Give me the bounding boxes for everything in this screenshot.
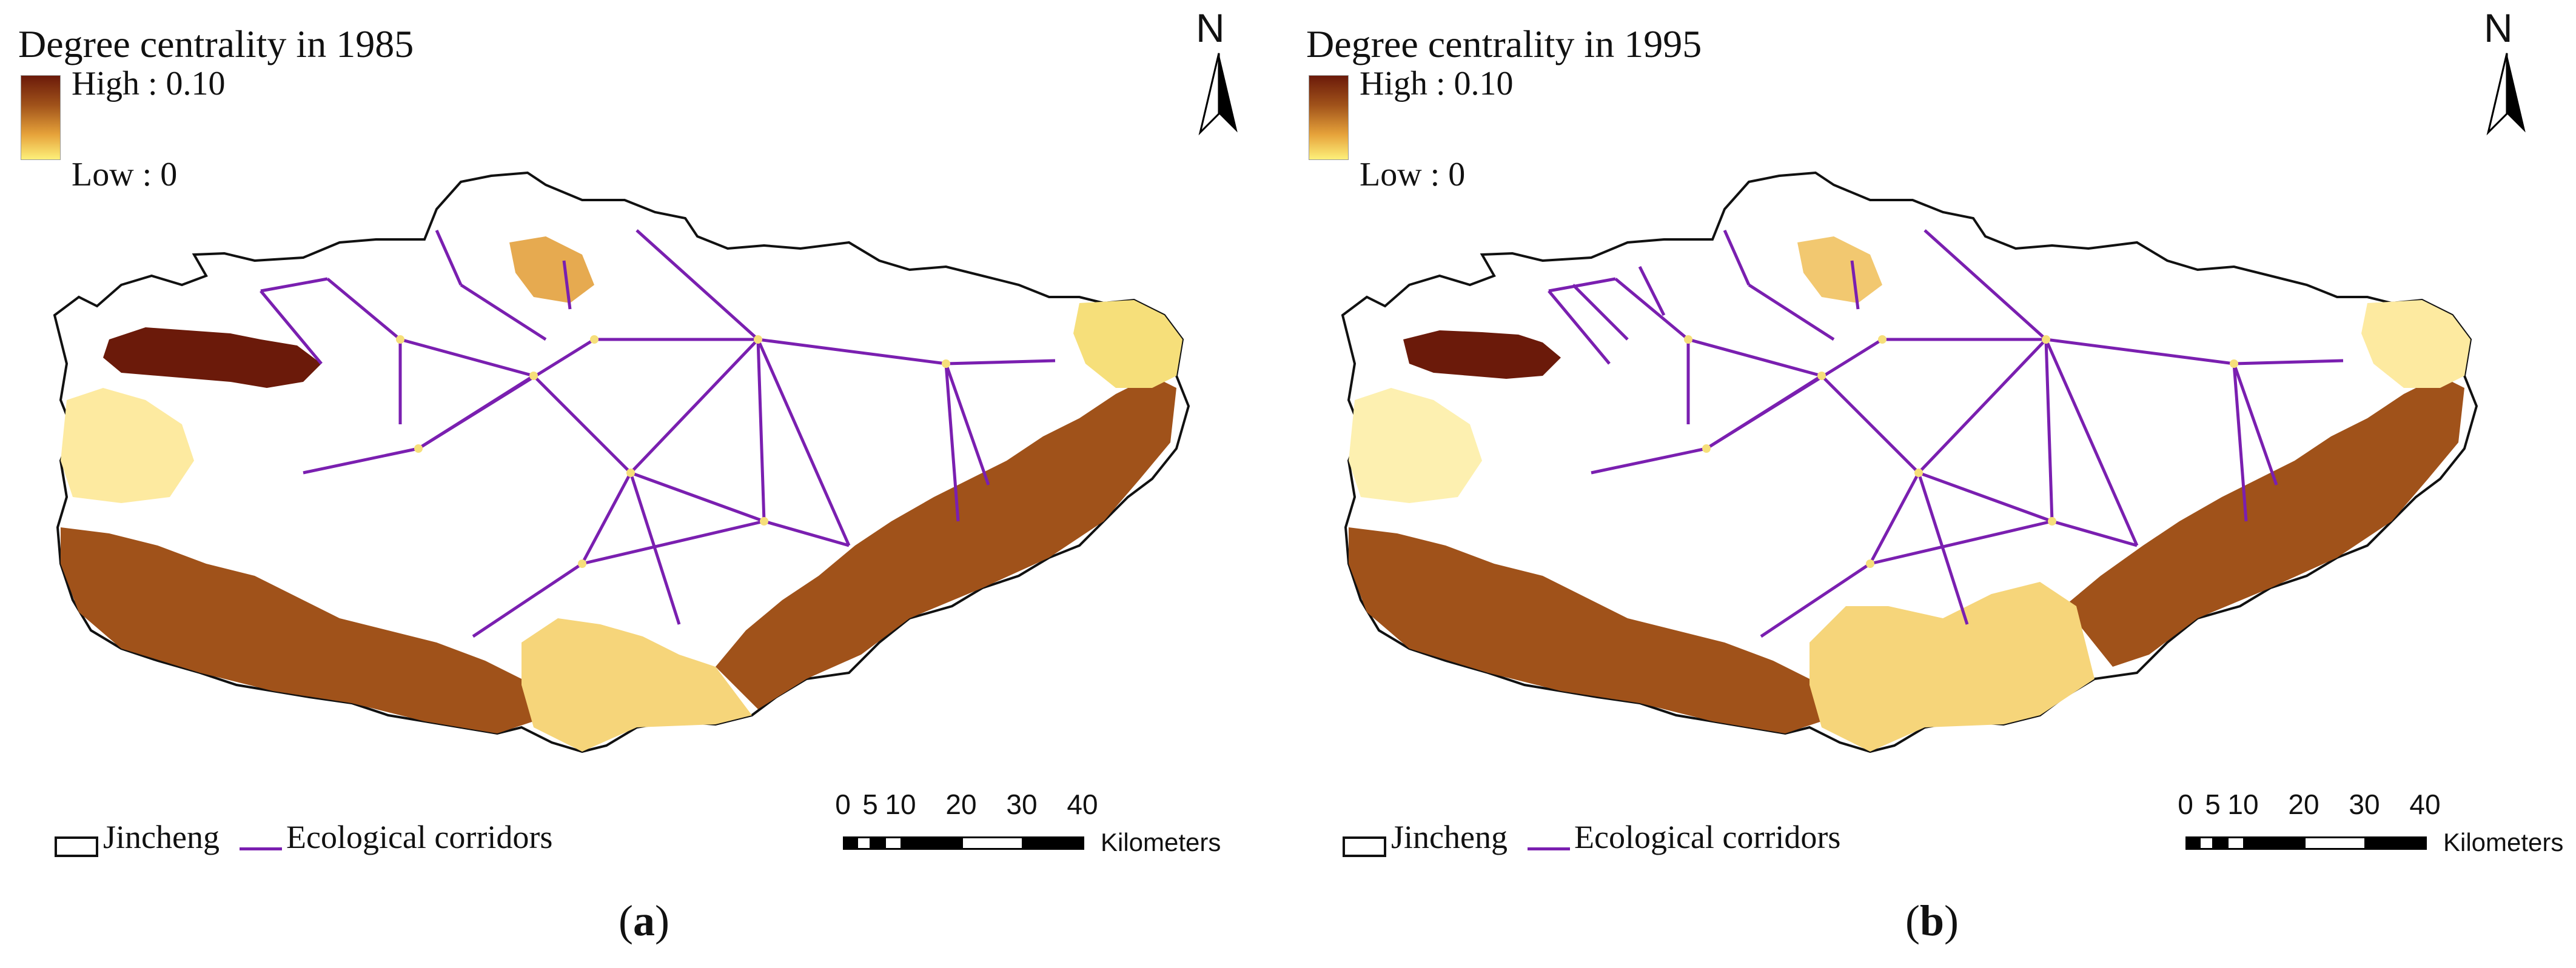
scale-segment — [1022, 836, 1084, 850]
ramp-high-label: High : 0.10 — [72, 65, 226, 102]
scale-unit: Kilometers — [1101, 828, 1221, 856]
scale-segment — [2213, 836, 2228, 850]
north-arrow-icon — [1198, 53, 1238, 136]
highest-centrality-cluster — [103, 327, 321, 388]
scale-tick: 20 — [2288, 789, 2319, 820]
map-canvas — [1341, 171, 2478, 753]
map-panel-b: Degree centrality in 1995 High : 0.10 Lo… — [1288, 0, 2576, 968]
low-centrality-south-center — [522, 618, 752, 752]
scale-unit: Kilometers — [2443, 828, 2564, 856]
legend-title: Degree centrality in 1985 — [18, 22, 414, 65]
scale-segment — [884, 836, 902, 850]
scale-tick: 30 — [2349, 789, 2380, 820]
legend-title: Degree centrality in 1995 — [1306, 22, 1702, 65]
scale-tick: 20 — [945, 789, 977, 820]
low-centrality-east — [2361, 300, 2470, 388]
scale-tick: 5 — [862, 789, 878, 820]
scale-segment — [2199, 836, 2214, 850]
north-label: N — [1196, 5, 1225, 50]
scale-segment — [901, 836, 963, 850]
low-centrality-south-center — [1810, 582, 2095, 752]
scale-bar: 0 5 10 20 30 40 Kilometers — [2155, 788, 2576, 867]
high-centrality-east-band — [716, 376, 1176, 709]
scale-segment — [961, 836, 1024, 850]
panel-caption: (b) — [1905, 896, 1959, 945]
low-centrality-east — [1073, 300, 1182, 388]
mid-centrality-north — [1797, 236, 1882, 303]
boundary-label: Jincheng — [1391, 819, 1508, 855]
high-centrality-south-band — [61, 527, 534, 733]
north-label: N — [2484, 5, 2513, 50]
corridor-nodes — [1684, 335, 2238, 568]
corridor-label: Ecological corridors — [1574, 819, 1841, 855]
low-centrality-west — [61, 388, 194, 503]
ramp-high-label: High : 0.10 — [1360, 65, 1514, 102]
scale-bar: 0 5 10 20 30 40 Kilometers — [813, 788, 1237, 867]
scale-segment — [2304, 836, 2366, 850]
low-centrality-west — [1349, 388, 1482, 503]
boundary-symbol — [1343, 836, 1386, 857]
highest-centrality-cluster — [1403, 330, 1561, 379]
corridor-symbol — [1528, 847, 1570, 850]
color-ramp — [21, 75, 61, 160]
north-arrow-icon — [2486, 53, 2526, 136]
high-centrality-east-band — [2064, 376, 2464, 667]
ramp-low-label: Low : 0 — [1360, 156, 1466, 193]
corridor-symbol — [240, 847, 282, 850]
color-ramp — [1309, 75, 1349, 160]
scale-tick: 30 — [1006, 789, 1038, 820]
scale-segment — [870, 836, 885, 850]
corridor-label: Ecological corridors — [286, 819, 553, 855]
high-centrality-south-band — [1349, 527, 1822, 733]
scale-segment — [856, 836, 871, 850]
corridor-nodes — [396, 335, 950, 568]
mid-centrality-north — [509, 236, 594, 303]
ramp-low-label: Low : 0 — [72, 156, 178, 193]
panel-caption: (a) — [619, 896, 669, 945]
scale-tick: 5 — [2205, 789, 2221, 820]
ecological-corridors — [1548, 229, 2344, 638]
scale-tick: 10 — [885, 789, 916, 820]
scale-tick: 0 — [835, 789, 851, 820]
boundary-label: Jincheng — [103, 819, 220, 855]
scale-tick: 10 — [2227, 789, 2259, 820]
scale-tick: 40 — [1067, 789, 1098, 820]
scale-segment — [2227, 836, 2245, 850]
map-canvas — [53, 171, 1190, 753]
scale-tick: 40 — [2409, 789, 2441, 820]
boundary-symbol — [55, 836, 98, 857]
ecological-corridors — [260, 229, 1056, 638]
scale-segment — [2364, 836, 2427, 850]
map-panel-a: Degree centrality in 1985 High : 0.10 Lo… — [18, 5, 1238, 945]
scale-segment — [2243, 836, 2306, 850]
scale-tick: 0 — [2178, 789, 2193, 820]
